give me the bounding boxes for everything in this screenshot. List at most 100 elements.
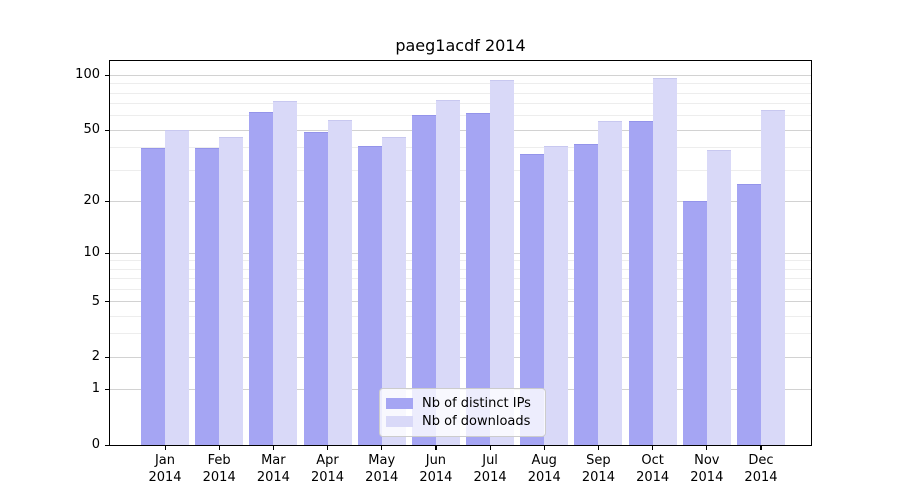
x-tick-month: Apr: [316, 453, 339, 468]
x-tick-mark: [543, 446, 545, 450]
legend-swatch-distinct-ips: [386, 398, 413, 409]
gridline-minor: [110, 260, 811, 261]
x-tick-mark: [327, 446, 329, 450]
x-tick-year: 2014: [310, 470, 345, 485]
x-tick-month: Nov: [694, 453, 720, 468]
y-tick-mark: [105, 252, 110, 254]
bar-downloads: [544, 145, 569, 445]
gridline-minor: [110, 83, 811, 84]
x-tick-mark: [597, 446, 600, 450]
bar-downloads: [760, 109, 785, 445]
x-tick-label: Mar 2014: [243, 452, 303, 486]
gridline-minor: [110, 316, 811, 317]
x-tick-mark: [381, 446, 383, 450]
gridline-minor: [110, 170, 811, 171]
bar-downloads: [706, 149, 731, 445]
legend-item-downloads: Nb of downloads: [386, 413, 537, 430]
x-tick-mark: [218, 446, 220, 450]
gridline-major: [110, 75, 811, 76]
legend-item-distinct-ips: Nb of distinct IPs: [386, 395, 537, 412]
legend-label-downloads: Nb of downloads: [422, 414, 531, 429]
bar-distinct-ips: [195, 147, 220, 445]
x-tick-mark: [435, 446, 437, 450]
x-tick-mark: [706, 446, 708, 450]
gridline-minor: [110, 147, 811, 148]
x-tick-month: May: [368, 453, 396, 468]
x-tick-label: May 2014: [352, 452, 412, 486]
bar-downloads: [652, 77, 677, 445]
y-tick-label: 20: [83, 193, 100, 209]
x-tick-label: Sep 2014: [568, 452, 628, 486]
x-tick-mark: [272, 446, 275, 450]
x-tick-label: Jan 2014: [135, 452, 195, 486]
y-tick-mark: [105, 74, 110, 77]
x-tick-year: 2014: [744, 470, 778, 485]
x-tick-label: Jul 2014: [460, 452, 520, 486]
bar-downloads: [598, 121, 623, 445]
legend-label-distinct-ips: Nb of distinct IPs: [422, 396, 531, 411]
bar-distinct-ips: [303, 131, 328, 445]
y-tick-mark: [105, 200, 110, 202]
x-tick-year: 2014: [256, 470, 290, 485]
bar-downloads: [273, 101, 298, 445]
y-tick-label: 2: [91, 349, 100, 365]
y-tick-mark: [105, 444, 110, 446]
x-tick-label: Apr 2014: [298, 452, 358, 486]
y-tick-label: 0: [91, 437, 100, 452]
gridline-minor: [110, 278, 811, 279]
x-tick-month: Mar: [261, 453, 286, 468]
x-tick-label: Oct 2014: [623, 452, 683, 486]
x-tick-label: Dec 2014: [731, 452, 791, 486]
bar-downloads: [219, 136, 244, 445]
bar-distinct-ips: [249, 111, 274, 445]
gridline-major: [110, 130, 811, 131]
gridline-minor: [110, 289, 811, 290]
bars-layer: [110, 61, 811, 445]
y-tick-mark: [105, 356, 110, 358]
bar-distinct-ips: [628, 121, 653, 445]
x-tick-month: Jun: [425, 453, 447, 468]
legend-swatch-downloads: [386, 416, 413, 427]
gridline-minor: [110, 333, 811, 334]
gridline-minor: [110, 103, 811, 104]
x-tick-month: Feb: [207, 453, 231, 468]
gridline-minor: [110, 93, 811, 94]
x-tick-year: 2014: [365, 470, 399, 485]
bar-downloads: [327, 119, 352, 445]
x-tick-year: 2014: [527, 470, 561, 485]
gridline-major: [110, 253, 811, 254]
bar-distinct-ips: [357, 145, 382, 445]
bar-distinct-ips: [682, 201, 707, 445]
y-tick-label: 1: [91, 381, 100, 397]
y-tick-mark: [105, 301, 110, 303]
x-tick-label: Feb 2014: [189, 452, 249, 486]
x-tick-label: Jun 2014: [406, 452, 466, 486]
gridline-major: [110, 301, 811, 302]
x-tick-month: Jan: [154, 453, 176, 468]
gridline-minor: [110, 115, 811, 116]
y-tick-label: 100: [75, 67, 100, 83]
bar-downloads: [490, 80, 515, 445]
gridline-major: [110, 357, 811, 358]
y-tick-mark: [105, 388, 110, 391]
x-tick-mark: [652, 446, 654, 450]
x-tick-year: 2014: [419, 470, 453, 485]
y-tick-mark: [105, 129, 110, 131]
y-tick-label: 50: [83, 122, 100, 138]
x-tick-month: Sep: [586, 453, 611, 468]
x-tick-month: Oct: [641, 453, 664, 468]
bar-distinct-ips: [736, 184, 761, 445]
x-tick-year: 2014: [581, 470, 615, 485]
gridline-minor: [110, 269, 811, 270]
y-tick-label: 10: [83, 245, 100, 260]
x-tick-year: 2014: [148, 470, 182, 485]
x-tick-month: Aug: [531, 453, 557, 468]
x-tick-label: Aug 2014: [514, 452, 574, 486]
gridline-major: [110, 201, 811, 202]
x-tick-month: Dec: [748, 453, 774, 468]
x-tick-year: 2014: [202, 470, 236, 485]
bar-distinct-ips: [141, 147, 165, 445]
bar-downloads: [165, 130, 189, 445]
x-tick-month: Jul: [482, 453, 498, 468]
